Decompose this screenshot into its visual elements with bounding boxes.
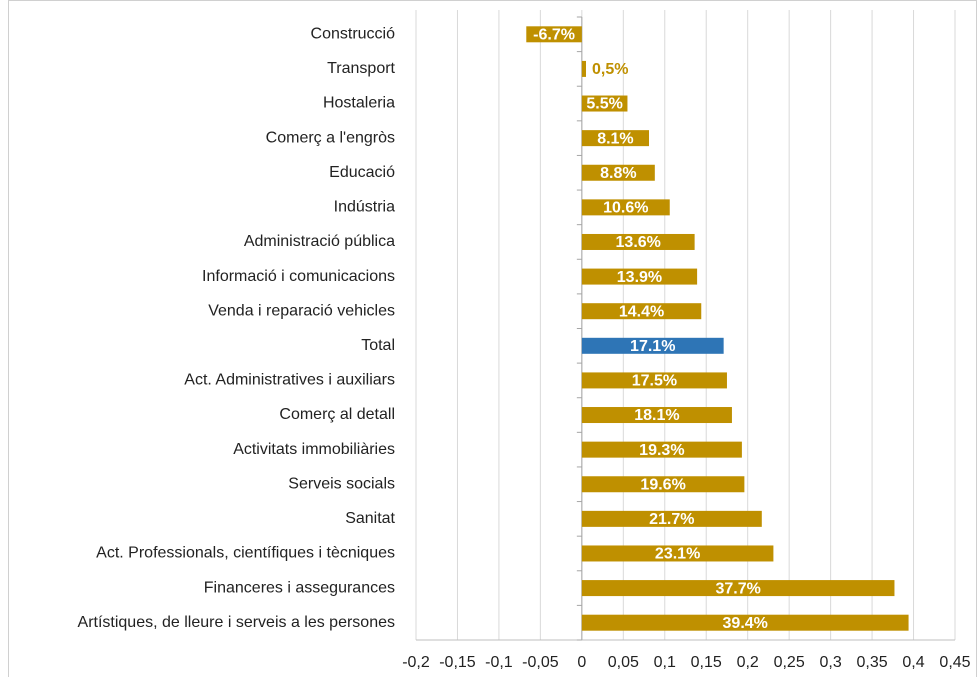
x-tick-label: 0,2 (737, 654, 759, 671)
y-tick-label: Informació i comunicacions (202, 268, 395, 285)
value-label: 21.7% (649, 511, 694, 528)
bar (581, 130, 650, 147)
y-tick-label: Serveis socials (288, 475, 395, 492)
x-tick-label: 0,45 (939, 654, 970, 671)
value-label: 14.4% (619, 303, 664, 320)
value-label: 8.1% (597, 130, 633, 147)
bar (581, 510, 762, 527)
bars: -6.7% 0,5% 5.5% 8.1% 8.8% 10.6% 13.6% 13.9% 14.4… (526, 26, 909, 632)
bar (581, 199, 670, 216)
value-label: 37.7% (715, 580, 760, 597)
value-label: 39.4% (723, 615, 768, 632)
x-tick-label: -0,2 (402, 654, 430, 671)
value-label: 18.1% (634, 407, 679, 424)
x-tick-label: 0 (577, 654, 586, 671)
value-label: 19.6% (640, 476, 685, 493)
value-label: 0,5% (592, 61, 628, 78)
value-label: 8.8% (600, 165, 636, 182)
value-label: 5.5% (586, 96, 622, 113)
bar (581, 303, 702, 320)
x-tick-label: 0,25 (774, 654, 805, 671)
y-tick-label: Artístiques, de lleure i serveis a les p… (78, 614, 395, 631)
y-tick-label: Indústria (334, 199, 395, 216)
y-tick-label: Financeres i assegurances (204, 579, 395, 596)
x-tick-label: 0,15 (691, 654, 722, 671)
bar (526, 26, 582, 43)
bar (581, 545, 774, 562)
bar (581, 614, 909, 631)
bar (581, 95, 628, 112)
y-tick-label: Hostaleria (323, 95, 395, 112)
value-label: 13.6% (616, 234, 661, 251)
bar (581, 372, 727, 389)
x-tick-label: 0,05 (608, 654, 639, 671)
y-tick-label: Construcció (311, 26, 396, 43)
bar (581, 337, 724, 354)
value-label: 10.6% (603, 200, 648, 217)
y-tick-label: Total (361, 337, 395, 354)
value-label: 17.5% (632, 373, 677, 390)
bar (581, 580, 895, 597)
bar (581, 164, 655, 181)
bar (581, 60, 586, 77)
x-tick-label: 0,1 (654, 654, 676, 671)
value-label: 23.1% (655, 546, 700, 563)
x-tick-label: -0,1 (485, 654, 513, 671)
y-tick-label: Transport (327, 60, 395, 77)
y-tick-label: Comerç al detall (279, 406, 395, 423)
x-tick-label: 0,4 (902, 654, 924, 671)
y-tick-label: Activitats immobiliàries (233, 441, 395, 458)
y-tick-label: Sanitat (345, 510, 395, 527)
bar (581, 268, 698, 285)
y-tick-label: Educació (329, 164, 395, 181)
bar (581, 476, 745, 493)
x-tick-label: 0,3 (819, 654, 841, 671)
y-tick-label: Act. Administratives i auxiliars (184, 372, 395, 389)
x-tick-label: 0,35 (857, 654, 888, 671)
chart-border (8, 0, 977, 677)
bar (581, 407, 732, 424)
bar (581, 441, 742, 458)
y-tick-label: Administració pública (244, 233, 395, 250)
value-label: 19.3% (639, 442, 684, 459)
value-label: 17.1% (630, 338, 675, 355)
y-tick-label: Act. Professionals, científiques i tècni… (96, 545, 395, 562)
y-tick-label: Comerç a l'engròs (266, 129, 395, 146)
x-tick-label: -0,05 (522, 654, 559, 671)
y-tick-label: Venda i reparació vehicles (208, 302, 395, 319)
value-label: 13.9% (617, 269, 662, 286)
value-label: -6.7% (533, 27, 575, 44)
x-tick-label: -0,15 (439, 654, 476, 671)
bar (581, 233, 695, 250)
